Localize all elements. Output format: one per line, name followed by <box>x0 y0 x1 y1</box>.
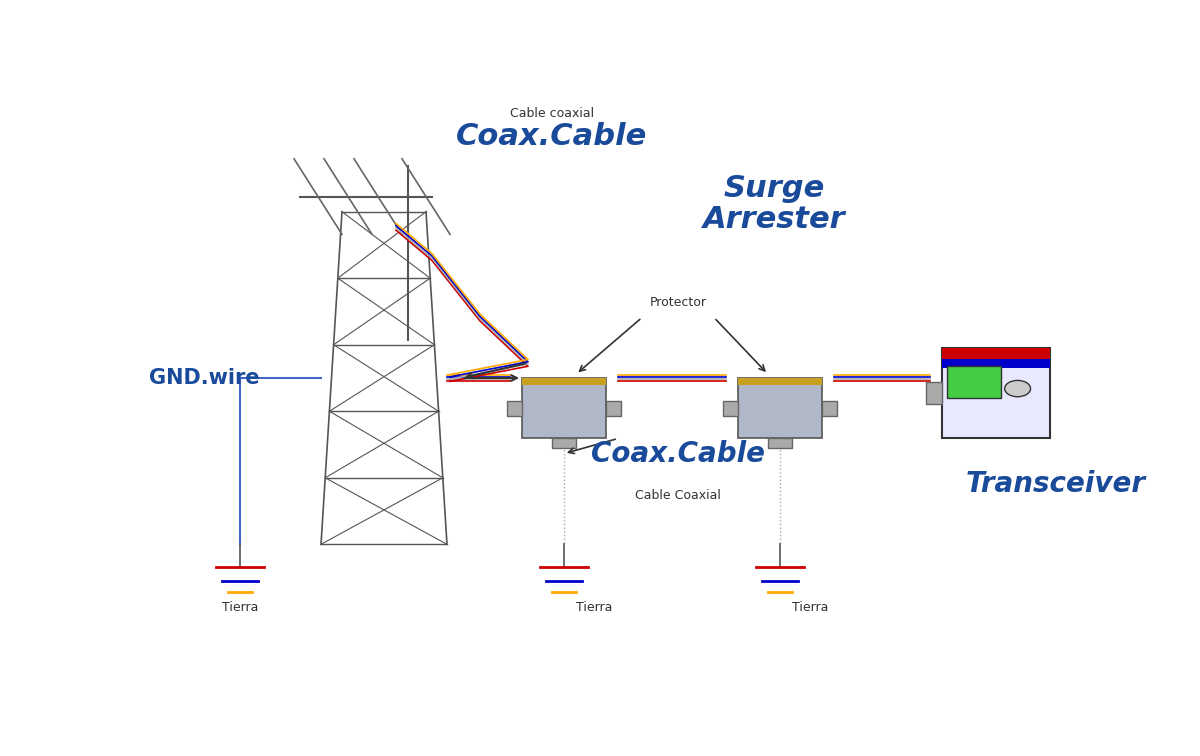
Text: GND.wire: GND.wire <box>149 368 259 388</box>
Bar <box>506 401 522 416</box>
Bar <box>738 378 822 386</box>
Bar <box>926 382 942 404</box>
Bar <box>722 401 738 416</box>
Bar <box>738 378 822 438</box>
Text: Protector: Protector <box>649 296 707 309</box>
Bar <box>768 438 792 448</box>
Text: Tierra: Tierra <box>222 601 258 614</box>
Bar <box>942 348 1050 358</box>
Text: Tierra: Tierra <box>576 601 612 614</box>
Text: Surge
Arrester: Surge Arrester <box>703 174 845 234</box>
Bar <box>522 378 606 438</box>
Text: Coax.Cable: Coax.Cable <box>590 439 766 468</box>
Text: Cable coaxial: Cable coaxial <box>510 107 594 120</box>
Text: Cable Coaxial: Cable Coaxial <box>635 488 721 502</box>
Bar <box>942 348 1050 438</box>
Bar <box>552 438 576 448</box>
Text: Tierra: Tierra <box>792 601 828 614</box>
Text: Transceiver: Transceiver <box>966 469 1146 498</box>
Circle shape <box>1004 380 1031 397</box>
Bar <box>606 401 622 416</box>
Bar <box>942 358 1050 367</box>
Text: Coax.Cable: Coax.Cable <box>456 122 648 150</box>
Bar <box>822 401 838 416</box>
Bar <box>948 366 1001 398</box>
Bar <box>522 378 606 386</box>
